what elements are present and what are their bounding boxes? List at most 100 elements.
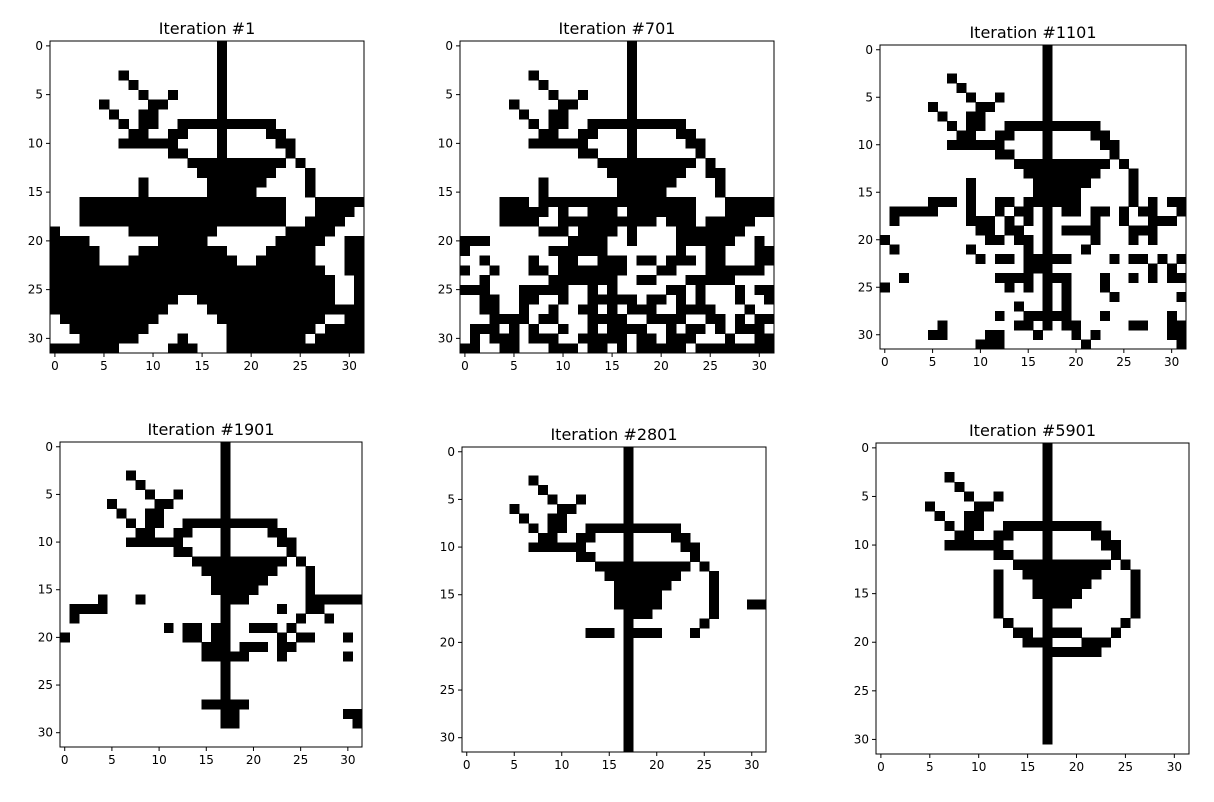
heatmap-cell (116, 508, 127, 519)
heatmap-cell (1071, 159, 1082, 217)
heatmap-cell (1147, 197, 1158, 245)
heatmap-cell (148, 138, 159, 149)
heatmap-cell (1176, 292, 1187, 302)
heatmap-cell (99, 197, 110, 227)
heatmap-cell (157, 138, 169, 149)
heatmap-cell (548, 109, 559, 149)
heatmap-cell (597, 119, 608, 130)
heatmap-cell (656, 294, 667, 305)
x-tick-label: 30 (1167, 760, 1182, 774)
heatmap-cell (528, 475, 539, 486)
heatmap-cell (636, 304, 647, 315)
heatmap-cells (924, 443, 1141, 745)
heatmap-cells (50, 41, 365, 354)
heatmap-cell (1138, 225, 1149, 236)
x-tick-label: 25 (703, 359, 718, 373)
heatmap-cell (1091, 637, 1102, 658)
heatmap-cell (734, 284, 745, 305)
x-tick-label: 5 (510, 758, 518, 772)
y-tick-label: 25 (854, 684, 869, 698)
y-tick-label: 30 (854, 732, 869, 746)
heatmap-cell (1052, 159, 1063, 207)
x-tick-label: 30 (752, 359, 767, 373)
heatmap-cell (163, 499, 174, 510)
heatmap-cell (652, 561, 662, 610)
heatmap-cell (1022, 559, 1033, 580)
heatmap-cell (469, 284, 481, 295)
heatmap-cell (954, 481, 965, 492)
heatmap-cell (538, 226, 549, 237)
heatmap-cell (1033, 330, 1043, 340)
heatmap-cell (324, 613, 335, 624)
heatmap-cell (764, 284, 775, 305)
heatmap-cell (1120, 617, 1131, 629)
heatmap-cell (518, 197, 530, 227)
heatmap-cell (60, 632, 70, 643)
heatmap-cell (946, 140, 957, 150)
heatmap-cell (148, 99, 159, 130)
heatmap-cell (754, 314, 765, 354)
heatmap-cells (60, 442, 363, 729)
axes-frame (461, 446, 767, 753)
y-tick-label: 5 (35, 88, 43, 102)
heatmap-cell (256, 158, 267, 188)
y-tick-label: 10 (858, 138, 873, 152)
heatmap-cell (69, 604, 80, 624)
heatmap-cells (509, 447, 767, 753)
heatmap-cell (89, 245, 100, 354)
heatmap-cell (118, 70, 129, 81)
heatmap-cell (557, 504, 567, 534)
heatmap-cell (538, 485, 548, 496)
heatmap-cell (538, 80, 549, 91)
y-tick-label: 20 (38, 630, 53, 644)
heatmap-cell (597, 197, 608, 286)
heatmap-cell (1071, 520, 1082, 531)
heatmap-cell (246, 158, 257, 227)
heatmap-cell (118, 119, 129, 130)
heatmap-cell (1080, 121, 1091, 131)
heatmap-cell (1013, 159, 1024, 169)
panel-title: Iteration #2801 (550, 425, 677, 444)
heatmap-cell (285, 138, 296, 159)
heatmap-cell (975, 140, 986, 150)
heatmap-cell (538, 177, 549, 217)
heatmap-cell (99, 265, 110, 354)
heatmap-cell (1004, 121, 1015, 141)
x-tick-label: 0 (61, 753, 69, 767)
heatmap-cell (1080, 244, 1091, 255)
heatmap-cell (295, 158, 306, 169)
heatmap-cell (285, 226, 296, 354)
heatmap-cell (226, 119, 237, 130)
x-tick-label: 15 (602, 758, 617, 772)
heatmap-cell (607, 197, 618, 237)
heatmap-cell (1120, 559, 1131, 570)
heatmap-cell (626, 323, 638, 334)
heatmap-cell (295, 556, 306, 567)
heatmap-cell (1071, 225, 1082, 236)
heatmap-cell (983, 540, 994, 551)
heatmap-cell (548, 89, 559, 100)
x-tick-label: 15 (199, 753, 214, 767)
heatmap-cell (764, 245, 775, 266)
heatmap-cell (528, 323, 539, 344)
heatmap-cell (1109, 292, 1120, 302)
heatmap-cell (1157, 254, 1168, 264)
heatmap-cell (211, 556, 221, 595)
heatmap-cell (324, 275, 335, 315)
x-tick-label: 0 (877, 760, 885, 774)
heatmap-cell (558, 99, 569, 130)
heatmap-cell (577, 304, 588, 315)
heatmap-cell (79, 236, 90, 354)
heatmap-cell (1052, 647, 1063, 658)
heatmap-cell (324, 197, 335, 237)
heatmap-cell (167, 89, 178, 100)
heatmap-cell (177, 119, 188, 139)
heatmap-cell (705, 216, 716, 286)
x-tick-label: 5 (929, 355, 937, 369)
heatmap-cell (656, 314, 667, 325)
heatmap-cell (1012, 627, 1024, 638)
heatmap-cell (652, 628, 662, 639)
panel-title: Iteration #1901 (147, 420, 274, 439)
heatmap-cell (295, 226, 306, 354)
heatmap-cell (207, 119, 218, 130)
